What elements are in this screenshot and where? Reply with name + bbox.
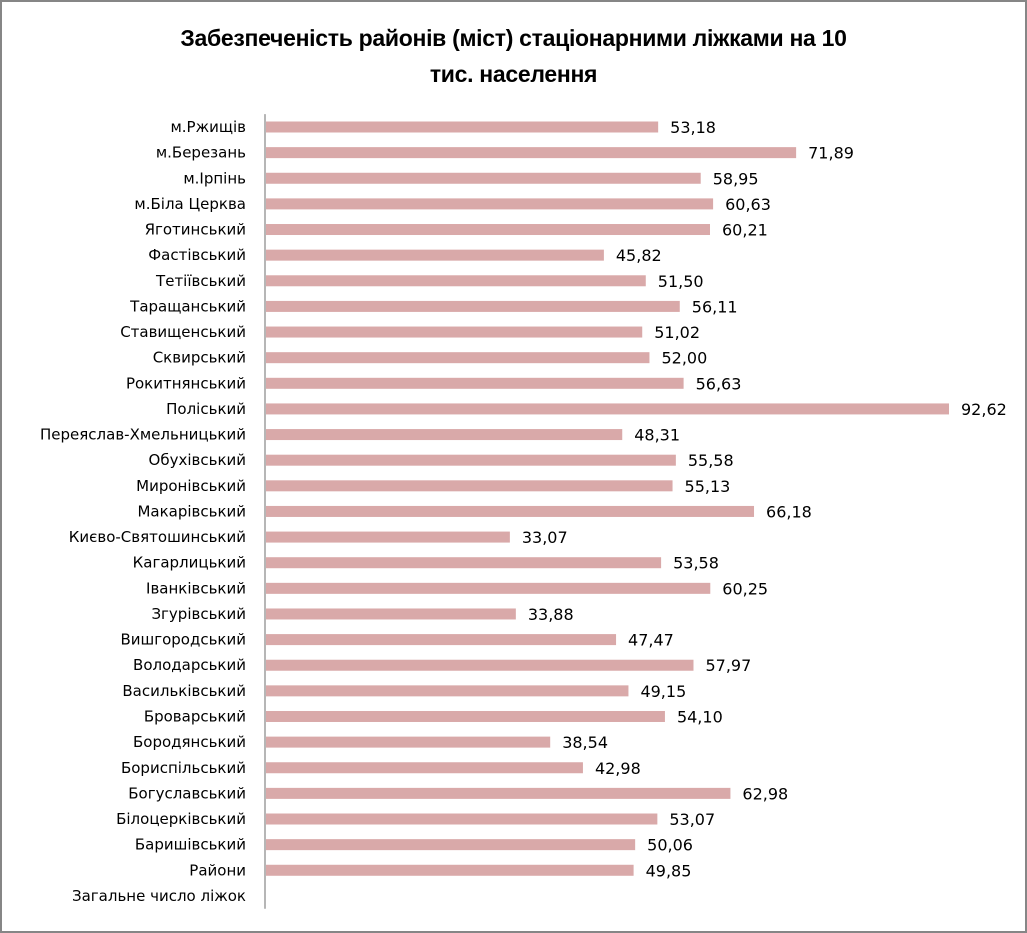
chart-title: Забезпеченість районів (міст) стаціонарн… (0, 20, 1027, 92)
category-label: Вишгородський (120, 631, 246, 649)
value-label: 92,62 (961, 400, 1007, 419)
value-label: 60,25 (722, 579, 768, 598)
value-label: 62,98 (742, 784, 788, 803)
category-label: Броварський (144, 707, 246, 725)
category-label: Баришівський (135, 836, 246, 854)
category-label: Іванківський (146, 579, 246, 597)
category-label: Таращанський (129, 297, 246, 315)
value-label: 57,97 (705, 656, 751, 675)
category-label: Білоцерківський (116, 810, 246, 828)
bar (266, 634, 617, 646)
category-label: Обухівський (149, 451, 246, 469)
bar (266, 454, 676, 466)
category-label: м.Ржищів (170, 118, 246, 136)
bar (266, 813, 658, 825)
bar (266, 710, 665, 722)
bar (266, 275, 646, 287)
category-label: Яготинський (145, 221, 246, 239)
category-label: Сквирський (153, 349, 246, 367)
value-label: 55,58 (688, 451, 734, 470)
category-label: м.Березань (156, 144, 246, 162)
category-label: Макарівський (137, 502, 246, 520)
value-label: 55,13 (685, 477, 731, 496)
bar (266, 198, 714, 210)
bar (266, 300, 680, 312)
value-label: 48,31 (634, 426, 680, 445)
value-label: 58,95 (713, 169, 759, 188)
bar (266, 429, 623, 441)
bar (266, 377, 684, 389)
value-label: 66,18 (766, 502, 812, 521)
value-label: 60,21 (722, 221, 768, 240)
bar (266, 685, 629, 697)
bar (266, 172, 701, 184)
value-label: 53,18 (670, 118, 716, 137)
value-label: 49,85 (646, 861, 692, 880)
category-label: Поліський (166, 400, 246, 418)
bar (266, 736, 551, 748)
bar (266, 249, 604, 261)
value-label: 53,58 (673, 554, 719, 573)
category-label: Бородянський (133, 733, 246, 751)
category-label: Загальне число ліжок (72, 887, 246, 905)
category-label: Ставищенський (120, 323, 246, 341)
chart-title-line-1: Забезпеченість районів (міст) стаціонарн… (180, 25, 847, 51)
value-label: 54,10 (677, 707, 723, 726)
value-label: 71,89 (808, 144, 854, 163)
category-label: Кагарлицький (133, 554, 246, 572)
value-label: 51,02 (654, 323, 700, 342)
bar (266, 352, 650, 364)
category-label: м.Біла Церква (134, 195, 246, 213)
bar (266, 864, 634, 876)
category-label: Рокитнянський (126, 374, 246, 392)
bar (266, 326, 643, 338)
category-label: Переяслав-Хмельницький (40, 426, 246, 444)
category-label: Тетіївський (155, 272, 246, 290)
bar (266, 224, 711, 236)
category-label: Володарський (133, 656, 246, 674)
bar (266, 582, 711, 594)
bar (266, 608, 516, 620)
value-label: 52,00 (661, 349, 707, 368)
category-label: Богуславський (128, 784, 246, 802)
value-labels: 53,18 71,89 58,95 60,63 60,21 45,82 51,50 56,11… (522, 118, 1007, 880)
bar (266, 147, 797, 159)
value-label: 56,63 (696, 374, 742, 393)
bar (266, 839, 636, 851)
value-label: 33,88 (528, 605, 574, 624)
value-label: 56,11 (692, 297, 738, 316)
value-label: 50,06 (647, 836, 693, 855)
value-label: 49,15 (640, 682, 686, 701)
value-label: 38,54 (562, 733, 608, 752)
bar (266, 480, 673, 492)
bar (266, 557, 662, 569)
value-label: 51,50 (658, 272, 704, 291)
category-label: Згурівський (151, 605, 246, 623)
category-label: Райони (189, 861, 246, 879)
value-label: 47,47 (628, 631, 674, 650)
value-label: 45,82 (616, 246, 662, 265)
bar (266, 403, 949, 415)
bar (266, 505, 755, 517)
bar (266, 762, 583, 774)
value-label: 60,63 (725, 195, 771, 214)
value-label: 53,07 (669, 810, 715, 829)
category-label: Миронівський (136, 477, 246, 495)
bar (266, 659, 694, 671)
category-label: Бориспільський (121, 759, 246, 777)
bars-group (266, 121, 949, 876)
chart-title-line-2: тис. населення (429, 61, 598, 87)
value-label: 33,07 (522, 528, 568, 547)
category-label: м.Ірпінь (183, 169, 246, 187)
bar (266, 121, 659, 133)
category-labels: м.Ржищів м.Березань м.Ірпінь м.Біла Церква Я… (40, 118, 246, 905)
category-label: Фастівський (148, 246, 246, 264)
value-label: 42,98 (595, 759, 641, 778)
category-label: Києво-Святошинський (69, 528, 246, 546)
bar (266, 531, 510, 543)
category-label: Васильківський (122, 682, 246, 700)
bar (266, 787, 731, 799)
